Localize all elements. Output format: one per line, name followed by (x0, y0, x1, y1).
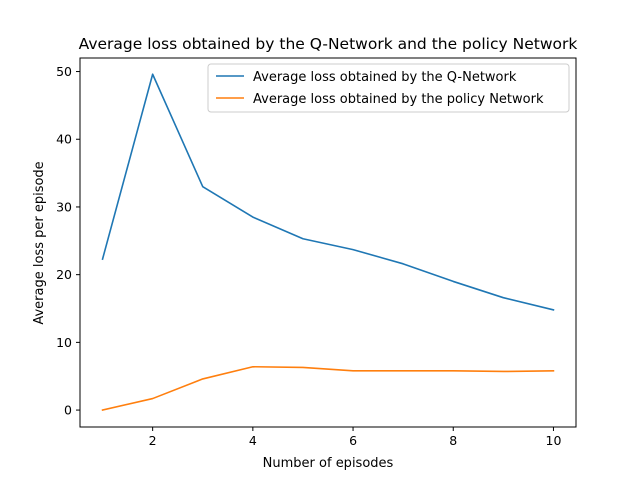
x-tick-label: 4 (249, 433, 257, 448)
legend: Average loss obtained by the Q-Network A… (207, 63, 570, 113)
legend-box (207, 63, 570, 113)
y-tick-label: 20 (56, 267, 72, 282)
chart-title: Average loss obtained by the Q-Network a… (79, 35, 578, 53)
x-tick-label: 10 (546, 433, 562, 448)
axis-ticks: 2 4 6 8 10 0 10 20 30 40 50 (56, 64, 561, 448)
y-tick-label: 30 (56, 199, 72, 214)
y-axis-label: Average loss per episode (32, 161, 47, 324)
legend-label-policy-network: Average loss obtained by the policy Netw… (253, 92, 544, 107)
axes-frame (79, 57, 577, 428)
y-tick-label: 10 (56, 335, 72, 350)
x-tick-label: 2 (149, 433, 157, 448)
legend-entry-policy-network: Average loss obtained by the policy Netw… (216, 92, 544, 107)
y-tick-label: 40 (56, 132, 72, 147)
y-tick-label: 50 (56, 64, 72, 79)
x-tick-label: 8 (449, 433, 457, 448)
series-line-q-network (101, 73, 555, 311)
y-tick-label: 0 (64, 403, 72, 418)
legend-entry-q-network: Average loss obtained by the Q-Network (216, 70, 517, 85)
series-line-policy-network (101, 365, 555, 412)
x-axis-label: Number of episodes (263, 456, 394, 471)
legend-label-q-network: Average loss obtained by the Q-Network (253, 70, 517, 85)
series-lines (101, 73, 555, 412)
x-tick-label: 6 (349, 433, 357, 448)
